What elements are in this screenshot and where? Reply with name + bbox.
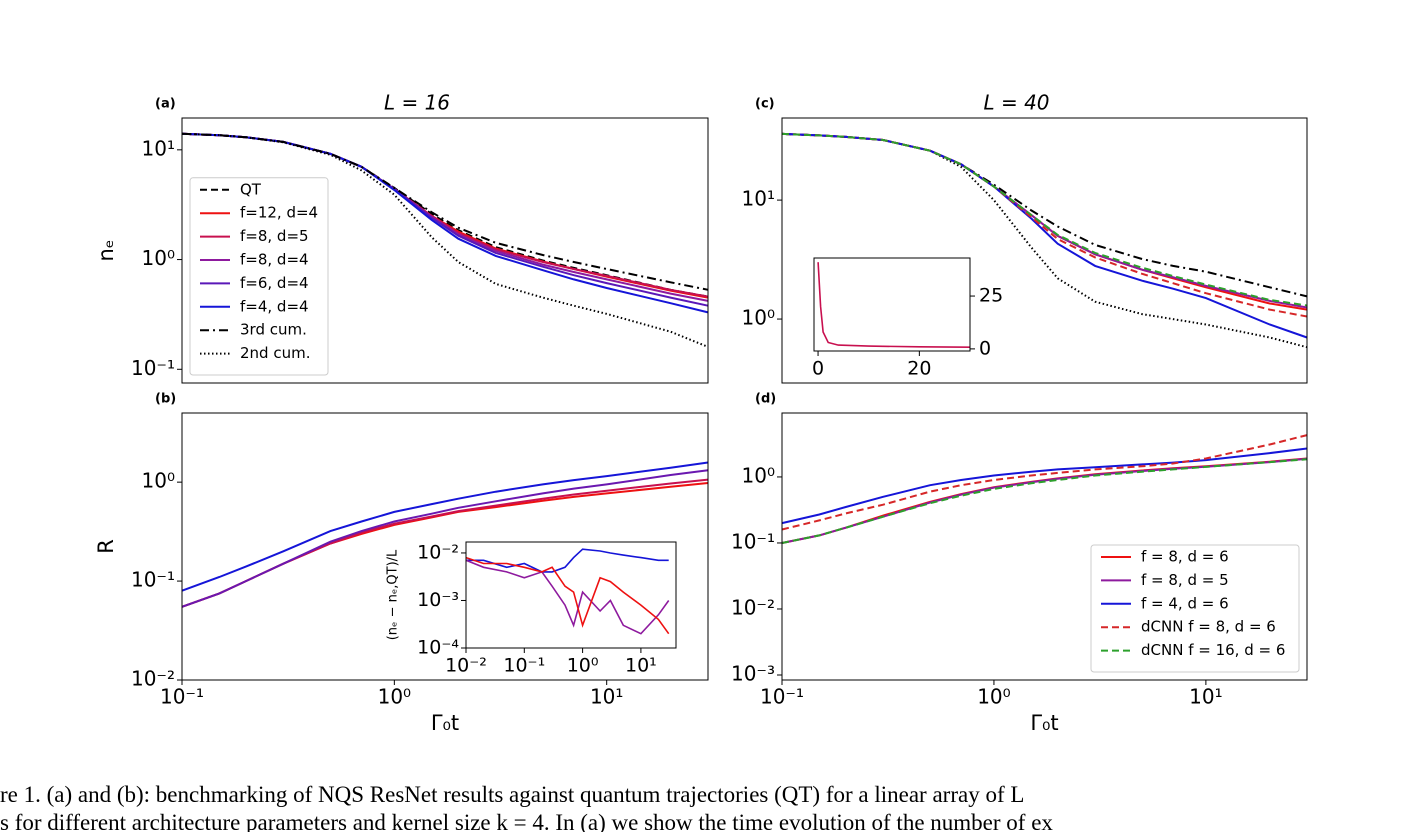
series-line [781, 434, 1308, 531]
y-tick-label: 10⁻¹ [131, 356, 175, 380]
series-line [781, 447, 1308, 525]
y-tick-label: 10⁰ [742, 306, 775, 330]
legend-label: f=6, d=4 [240, 274, 309, 292]
y-tick-label: 0 [979, 337, 991, 359]
x-axis-label: Γ₀t [431, 711, 459, 735]
x-tick-label: 20 [907, 358, 931, 380]
axes-frame [781, 117, 1308, 384]
x-tick-label: 10¹ [590, 685, 623, 709]
legend-label: f = 8, d = 6 [1141, 548, 1229, 566]
x-tick-label: 10⁰ [567, 655, 599, 677]
legend-label: f = 8, d = 5 [1141, 571, 1229, 589]
legend-box [189, 177, 329, 376]
y-tick-label: 10⁰ [742, 463, 775, 487]
series-line [466, 548, 669, 573]
x-tick-label: 10⁰ [977, 685, 1010, 709]
y-tick-label: 10⁰ [142, 469, 175, 493]
y-axis-label: R [94, 539, 118, 554]
y-tick-label: 10⁻¹ [131, 568, 175, 592]
x-tick-label: 0 [812, 358, 824, 380]
legend-label: 2nd cum. [240, 344, 310, 362]
legend-label: QT [240, 180, 262, 198]
x-tick-label: 10⁻¹ [160, 685, 204, 709]
legend-label: f=8, d=4 [240, 251, 309, 269]
legend-box [1090, 544, 1300, 673]
x-tick-label: 10⁰ [378, 685, 411, 709]
x-tick-label: 10¹ [1189, 685, 1222, 709]
series-line [781, 458, 1308, 544]
series-line [181, 461, 709, 592]
panel-label: (a) [155, 97, 176, 112]
caption-line: s for different architecture parameters … [0, 810, 1053, 832]
series-line [181, 469, 709, 608]
y-tick-label: 10⁰ [142, 246, 175, 270]
series-line [781, 132, 1308, 339]
x-axis-label: Γ₀t [1030, 711, 1058, 735]
legend-label: 3rd cum. [240, 321, 307, 339]
inset-background [814, 258, 970, 351]
x-tick-label: 10⁻¹ [503, 655, 545, 677]
legend-label: f=12, d=4 [240, 204, 318, 222]
y-tick-label: 10¹ [142, 136, 175, 160]
axes-frame [781, 412, 1308, 681]
axes-frame [465, 541, 677, 649]
panel-label: (b) [155, 392, 176, 407]
y-tick-label: 10⁻² [131, 667, 175, 691]
y-axis-label: nₑ [94, 239, 118, 261]
legend-label: f=4, d=4 [240, 297, 309, 315]
y-tick-label: 10⁻³ [417, 589, 459, 611]
series-line [781, 132, 1308, 307]
y-tick-label: 10⁻¹ [731, 529, 775, 553]
series-line [781, 132, 1308, 318]
series-line [817, 262, 971, 348]
axes-frame [181, 117, 709, 384]
axes-frame [181, 412, 709, 681]
legend-label: dCNN f = 16, d = 6 [1141, 641, 1285, 659]
panel-label: (d) [755, 392, 776, 407]
x-tick-label: 10⁻¹ [760, 685, 804, 709]
legend-label: dCNN f = 8, d = 6 [1141, 618, 1276, 636]
panel-title: L = 16 [384, 91, 450, 115]
x-tick-label: 10¹ [625, 655, 657, 677]
y-tick-label: 10⁻³ [731, 662, 775, 686]
y-tick-label: 10⁻² [417, 541, 459, 563]
caption-line: re 1. (a) and (b): benchmarking of NQS R… [0, 782, 1024, 807]
series-line [465, 556, 670, 635]
axes-frame [813, 257, 971, 352]
x-tick-label: 10⁻² [445, 655, 487, 677]
panel-title: L = 40 [983, 91, 1049, 115]
series-line [181, 132, 709, 348]
legend-label: f=8, d=5 [240, 227, 309, 245]
y-tick-label: 10⁻⁴ [417, 637, 459, 659]
y-tick-label: 10⁻² [731, 595, 775, 619]
y-axis-label: (nₑ − nₑ,QT)/L [386, 549, 401, 640]
series-line [465, 559, 670, 635]
panel-label: (c) [755, 97, 775, 112]
legend-label: f = 4, d = 6 [1141, 594, 1229, 612]
y-tick-label: 10¹ [742, 187, 775, 211]
y-tick-label: 25 [979, 285, 1003, 307]
